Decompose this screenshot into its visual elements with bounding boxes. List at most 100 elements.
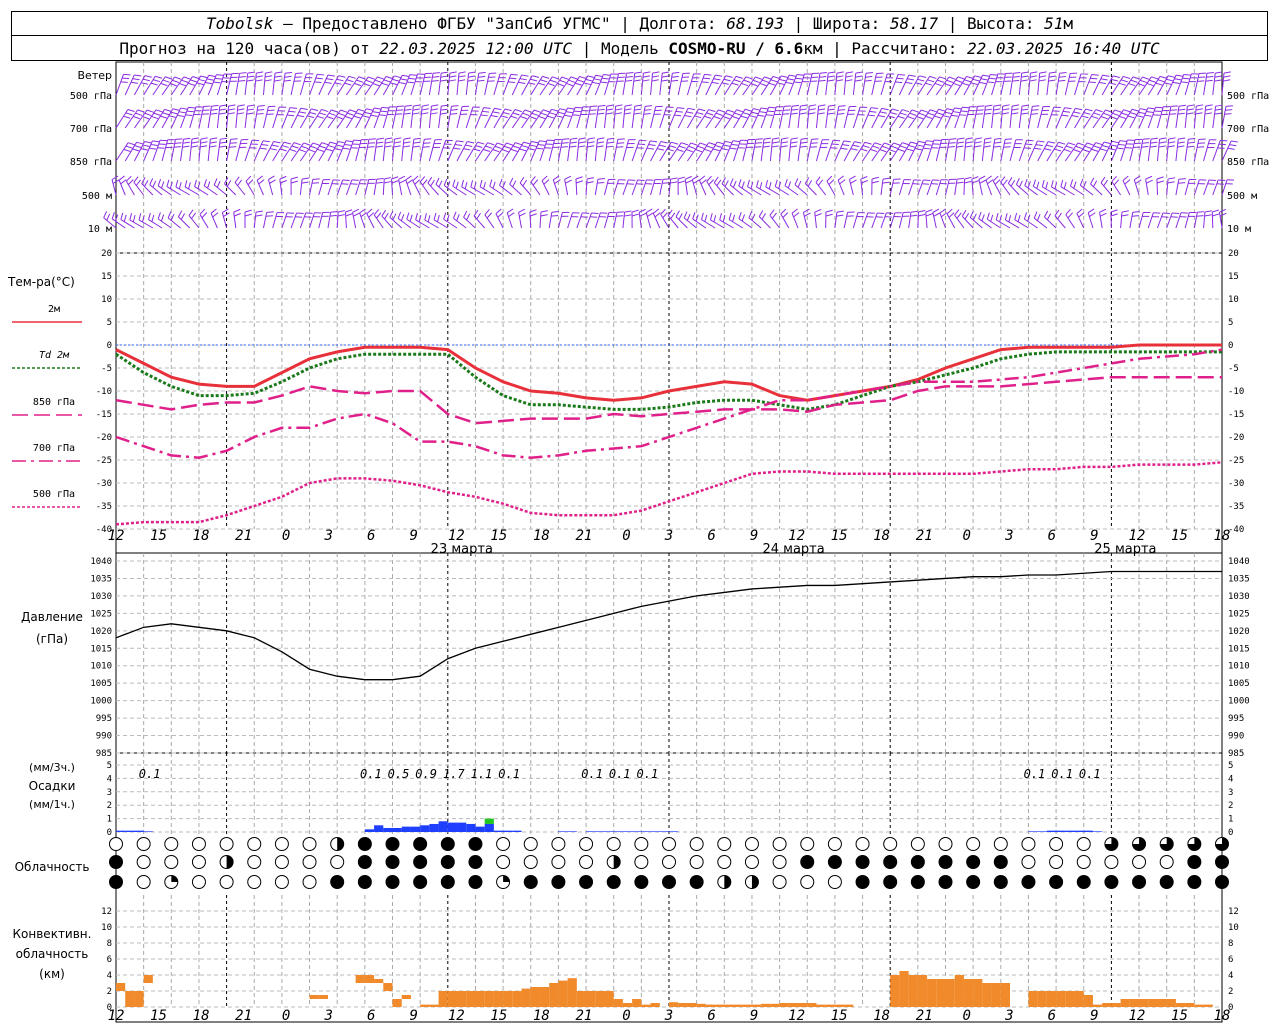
- wind-barb-feather: [334, 148, 342, 151]
- pressure-tick-right: 985: [1228, 749, 1244, 759]
- temp-legend-label: Td 2м: [39, 350, 70, 361]
- conv-cloud-bar: [374, 979, 384, 983]
- wind-barb-shaft: [972, 74, 984, 96]
- wind-barb-shaft: [539, 76, 553, 96]
- conv-cloud-bar: [1111, 1003, 1121, 1007]
- wind-barb-feather: [764, 76, 772, 80]
- wind-barb-feather: [483, 107, 491, 109]
- wind-barb-feather: [1027, 214, 1031, 222]
- conv-cloud-bar: [742, 1004, 752, 1007]
- wind-barb-feather: [837, 109, 846, 111]
- wind-barb-shaft: [1046, 73, 1050, 96]
- wind-barb-feather: [929, 75, 937, 79]
- wind-barb-shaft: [880, 212, 887, 229]
- cloud-symbol: [1049, 837, 1064, 851]
- wind-barb-shaft: [452, 185, 467, 196]
- time-axis-hour-bottom: 9: [750, 1008, 758, 1024]
- wind-barb-shaft: [613, 73, 620, 96]
- wind-barb-feather: [1102, 74, 1110, 77]
- wind-barb-feather: [708, 179, 714, 186]
- wind-barb-feather: [238, 76, 246, 78]
- wind-barb-feather: [1172, 81, 1180, 85]
- wind-barb-feather: [255, 79, 263, 82]
- wind-barb-feather: [134, 74, 142, 77]
- cloud-symbol: [883, 875, 898, 889]
- cloud-symbol: [357, 855, 372, 869]
- wind-barb-feather: [852, 144, 860, 148]
- wind-barb-feather: [519, 176, 525, 184]
- wind-barb-shaft: [684, 179, 688, 196]
- wind-barb-feather: [1227, 147, 1235, 150]
- wind-barb-feather: [372, 82, 380, 87]
- wind-barb-feather: [256, 71, 264, 74]
- wind-barb-feather: [755, 142, 763, 144]
- wind-barb-feather: [808, 112, 816, 115]
- wind-barb-shaft: [825, 106, 829, 129]
- wind-barb-feather: [424, 138, 432, 140]
- wind-barb-shaft: [509, 183, 522, 196]
- wind-barb-feather: [463, 148, 471, 151]
- cloud-symbol: [966, 855, 981, 869]
- wind-barb-feather: [631, 209, 639, 213]
- wind-barb-feather: [854, 79, 862, 82]
- wind-barb-feather: [542, 75, 550, 79]
- wind-barb-feather: [763, 137, 771, 140]
- wind-barb-shaft: [981, 139, 986, 162]
- wind-barb-feather: [536, 147, 544, 150]
- cloud-symbol: [855, 875, 870, 889]
- precip-tick-right: 4: [1228, 774, 1233, 784]
- cloud-symbol: [247, 855, 262, 869]
- wind-barb-feather: [1150, 141, 1158, 144]
- wind-barb-feather: [219, 141, 227, 144]
- conv-title-1: Конвективн.: [13, 927, 92, 941]
- wind-barb-feather: [1195, 112, 1203, 115]
- wind-barb-feather: [441, 71, 449, 74]
- wind-barb-feather: [791, 208, 798, 214]
- wind-barb-shaft: [908, 141, 920, 162]
- wind-barb-shaft: [1184, 73, 1192, 96]
- wind-barb-feather: [1090, 177, 1095, 185]
- precip-bar: [1037, 831, 1047, 832]
- wind-barb-feather: [128, 179, 134, 185]
- wind-barb-shaft: [281, 212, 288, 229]
- wind-barb-feather: [152, 79, 160, 83]
- wind-barb-feather: [778, 181, 782, 189]
- wind-barb-feather: [652, 75, 660, 78]
- cloud-symbol: [1049, 875, 1064, 889]
- wind-barb-feather: [510, 115, 518, 119]
- wind-barb-feather: [353, 115, 361, 119]
- wind-barb-feather: [639, 212, 647, 217]
- time-axis-hour-bottom: 0: [622, 1008, 630, 1024]
- wind-barb-feather: [398, 81, 406, 85]
- wind-barb-feather: [947, 146, 955, 148]
- wind-barb-feather: [681, 142, 689, 146]
- conv-cloud-bar: [973, 979, 983, 1007]
- wind-barb-feather: [412, 175, 419, 182]
- wind-barb-shaft: [1203, 179, 1210, 196]
- wind-title: Ветер: [78, 69, 112, 82]
- wind-barb-feather: [1011, 108, 1019, 111]
- wind-barb-feather: [902, 109, 910, 113]
- wind-barb-feather: [1182, 77, 1190, 80]
- wind-barb-feather: [780, 145, 788, 148]
- wind-barb-feather: [1105, 109, 1113, 113]
- wind-barb-feather: [836, 210, 844, 213]
- wind-barb-shaft: [604, 212, 610, 229]
- wind-barb-feather: [381, 209, 387, 217]
- wind-barb-feather: [942, 115, 950, 118]
- wind-barb-feather: [542, 109, 550, 113]
- temp-series-line: [115, 461, 1223, 526]
- conv-cloud-bar: [982, 983, 992, 1007]
- wind-barb-feather: [538, 115, 546, 120]
- wind-barb-feather: [700, 179, 707, 185]
- wind-barb-shaft: [364, 139, 370, 162]
- wind-barb-feather: [465, 144, 473, 148]
- wind-barb-feather: [150, 144, 158, 146]
- wind-barb-feather: [850, 179, 857, 184]
- wind-barb-feather: [862, 145, 870, 149]
- wind-barb-feather: [554, 179, 561, 185]
- wind-barb-feather: [790, 137, 799, 140]
- wind-barb-shaft: [336, 211, 339, 229]
- temp-tick-left: -10: [96, 387, 112, 397]
- wind-barb-feather: [1077, 142, 1085, 146]
